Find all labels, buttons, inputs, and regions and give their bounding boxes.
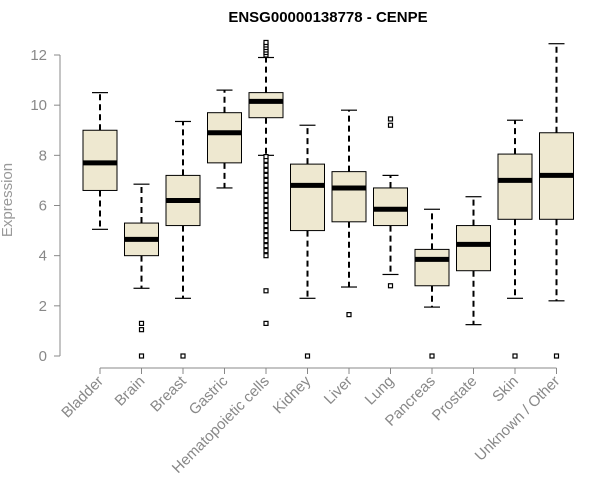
outlier-point bbox=[263, 197, 269, 204]
outlier-point bbox=[263, 217, 269, 224]
outlier-point bbox=[512, 353, 518, 359]
box-iqr bbox=[207, 112, 242, 164]
box-iqr bbox=[414, 248, 450, 287]
outlier-point bbox=[263, 39, 269, 46]
box-group bbox=[207, 89, 242, 189]
outlier-point bbox=[387, 122, 394, 128]
x-tick-label: Liver bbox=[321, 373, 356, 408]
outlier-point bbox=[263, 162, 269, 168]
box-iqr bbox=[290, 163, 325, 232]
box-iqr bbox=[373, 187, 408, 227]
box-group bbox=[497, 119, 533, 359]
outlier-point bbox=[387, 283, 394, 289]
box-group bbox=[331, 109, 367, 318]
outlier-point bbox=[263, 153, 269, 160]
x-tick-label: Lung bbox=[362, 373, 398, 409]
x-tick-label: Skin bbox=[489, 373, 522, 406]
box-iqr bbox=[82, 129, 118, 191]
box-iqr bbox=[248, 92, 284, 119]
box-group bbox=[414, 208, 450, 359]
outlier-point bbox=[263, 288, 269, 294]
outlier-point bbox=[263, 167, 269, 173]
boxes bbox=[82, 39, 574, 359]
x-tick-label: Bladder bbox=[58, 373, 107, 422]
outlier-point bbox=[346, 312, 352, 318]
outlier-point bbox=[263, 212, 269, 219]
x-tick-label: Prostate bbox=[429, 373, 481, 425]
outlier-point bbox=[263, 248, 269, 254]
box-iqr bbox=[331, 171, 367, 223]
y-tick-label: 6 bbox=[39, 198, 47, 215]
outlier-point bbox=[304, 353, 311, 359]
outlier-point bbox=[429, 353, 435, 359]
outlier-point bbox=[263, 227, 269, 234]
box-group bbox=[290, 124, 325, 359]
box-group bbox=[248, 39, 284, 326]
box-group bbox=[165, 120, 201, 359]
outlier-point bbox=[263, 177, 269, 184]
box-group bbox=[539, 43, 574, 359]
box-iqr bbox=[497, 153, 533, 220]
y-tick-label: 8 bbox=[39, 147, 47, 164]
box-group bbox=[373, 116, 408, 289]
outlier-point bbox=[263, 172, 269, 178]
outlier-point bbox=[263, 233, 269, 239]
outlier-point bbox=[263, 253, 269, 259]
box-group bbox=[82, 92, 118, 230]
outlier-point bbox=[553, 353, 560, 359]
outlier-point bbox=[263, 187, 269, 194]
outlier-point bbox=[263, 243, 269, 249]
x-tick-label: Kidney bbox=[270, 372, 315, 417]
outlier-point bbox=[263, 238, 269, 244]
outlier-point bbox=[138, 320, 145, 326]
outlier-point bbox=[263, 182, 269, 189]
y-tick-label: 4 bbox=[39, 248, 47, 265]
outlier-point bbox=[387, 116, 394, 122]
box-group bbox=[456, 196, 491, 326]
box-iqr bbox=[456, 225, 491, 272]
y-tick-label: 2 bbox=[39, 298, 47, 315]
y-tick-label: 10 bbox=[30, 97, 47, 114]
y-axis-label: Expression bbox=[0, 163, 16, 237]
outlier-point bbox=[138, 327, 145, 333]
box-group bbox=[124, 183, 159, 359]
y-tick-label: 0 bbox=[39, 348, 47, 365]
outlier-point bbox=[138, 353, 145, 359]
outlier-point bbox=[263, 192, 269, 199]
chart-title: ENSG00000138778 - CENPE bbox=[228, 9, 427, 26]
x-tick-label: Breast bbox=[147, 372, 190, 415]
outlier-point bbox=[263, 207, 269, 214]
outlier-point bbox=[263, 202, 269, 209]
outlier-point bbox=[180, 353, 186, 359]
x-tick-label: Brain bbox=[112, 373, 149, 410]
y-tick-label: 12 bbox=[30, 47, 47, 64]
outlier-point bbox=[263, 222, 269, 229]
outlier-point bbox=[263, 320, 269, 326]
